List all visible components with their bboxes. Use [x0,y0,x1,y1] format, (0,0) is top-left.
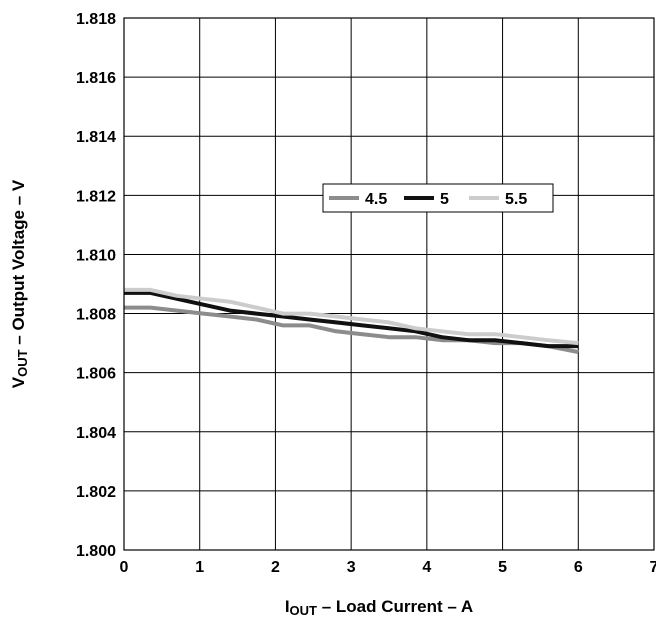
y-axis-label-sub: OUT [15,349,30,377]
x-axis-label-sub: OUT [290,603,318,618]
y-axis-label-main: V [9,376,28,388]
y-tick-label: 1.814 [76,129,116,146]
x-tick-label: 0 [120,559,129,576]
x-axis-label-main: I [285,597,290,616]
y-tick-label: 1.808 [76,307,116,324]
y-tick-label: 1.816 [76,70,116,87]
x-tick-label: 3 [347,559,356,576]
y-tick-label: 1.802 [76,484,116,501]
plot-frame [123,17,655,551]
x-tick-label: 6 [574,559,583,576]
legend-label-5: 5 [440,191,449,208]
x-axis-label: IOUT – Load Current – A [285,597,473,618]
x-tick-label: 5 [498,559,507,576]
series-line-5 [124,290,579,349]
x-tick-label: 1 [195,559,204,576]
legend-label-4-5: 4.5 [365,191,387,208]
x-axis-label-rest: – Load Current – A [317,597,473,616]
y-tick-label: 1.812 [76,188,116,205]
y-axis-label-rest: – Output Voltage – V [9,179,28,349]
legend-label-5-5: 5.5 [505,191,527,208]
legend-box [322,183,554,213]
x-tick-label: 4 [422,559,431,576]
y-tick-label: 1.800 [76,543,116,560]
series-line-4-5 [124,305,579,354]
y-tick-label: 1.810 [76,247,116,264]
x-tick-label: 7 [650,559,656,576]
series-lines [124,287,579,354]
y-tick-label: 1.806 [76,366,116,383]
legend: 4.5 5 5.5 [322,183,554,213]
y-tick-label: 1.818 [76,11,116,28]
x-tick-label: 2 [271,559,280,576]
grid [124,18,654,550]
y-axis-label: VOUT – Output Voltage – V [9,179,30,388]
series-line-5-5 [124,287,579,346]
y-tick-label: 1.804 [76,425,116,442]
tick-labels: 0 1 2 3 4 5 6 7 1.800 1.802 1.804 1.806 1.808 1.810 1.… [76,11,656,576]
